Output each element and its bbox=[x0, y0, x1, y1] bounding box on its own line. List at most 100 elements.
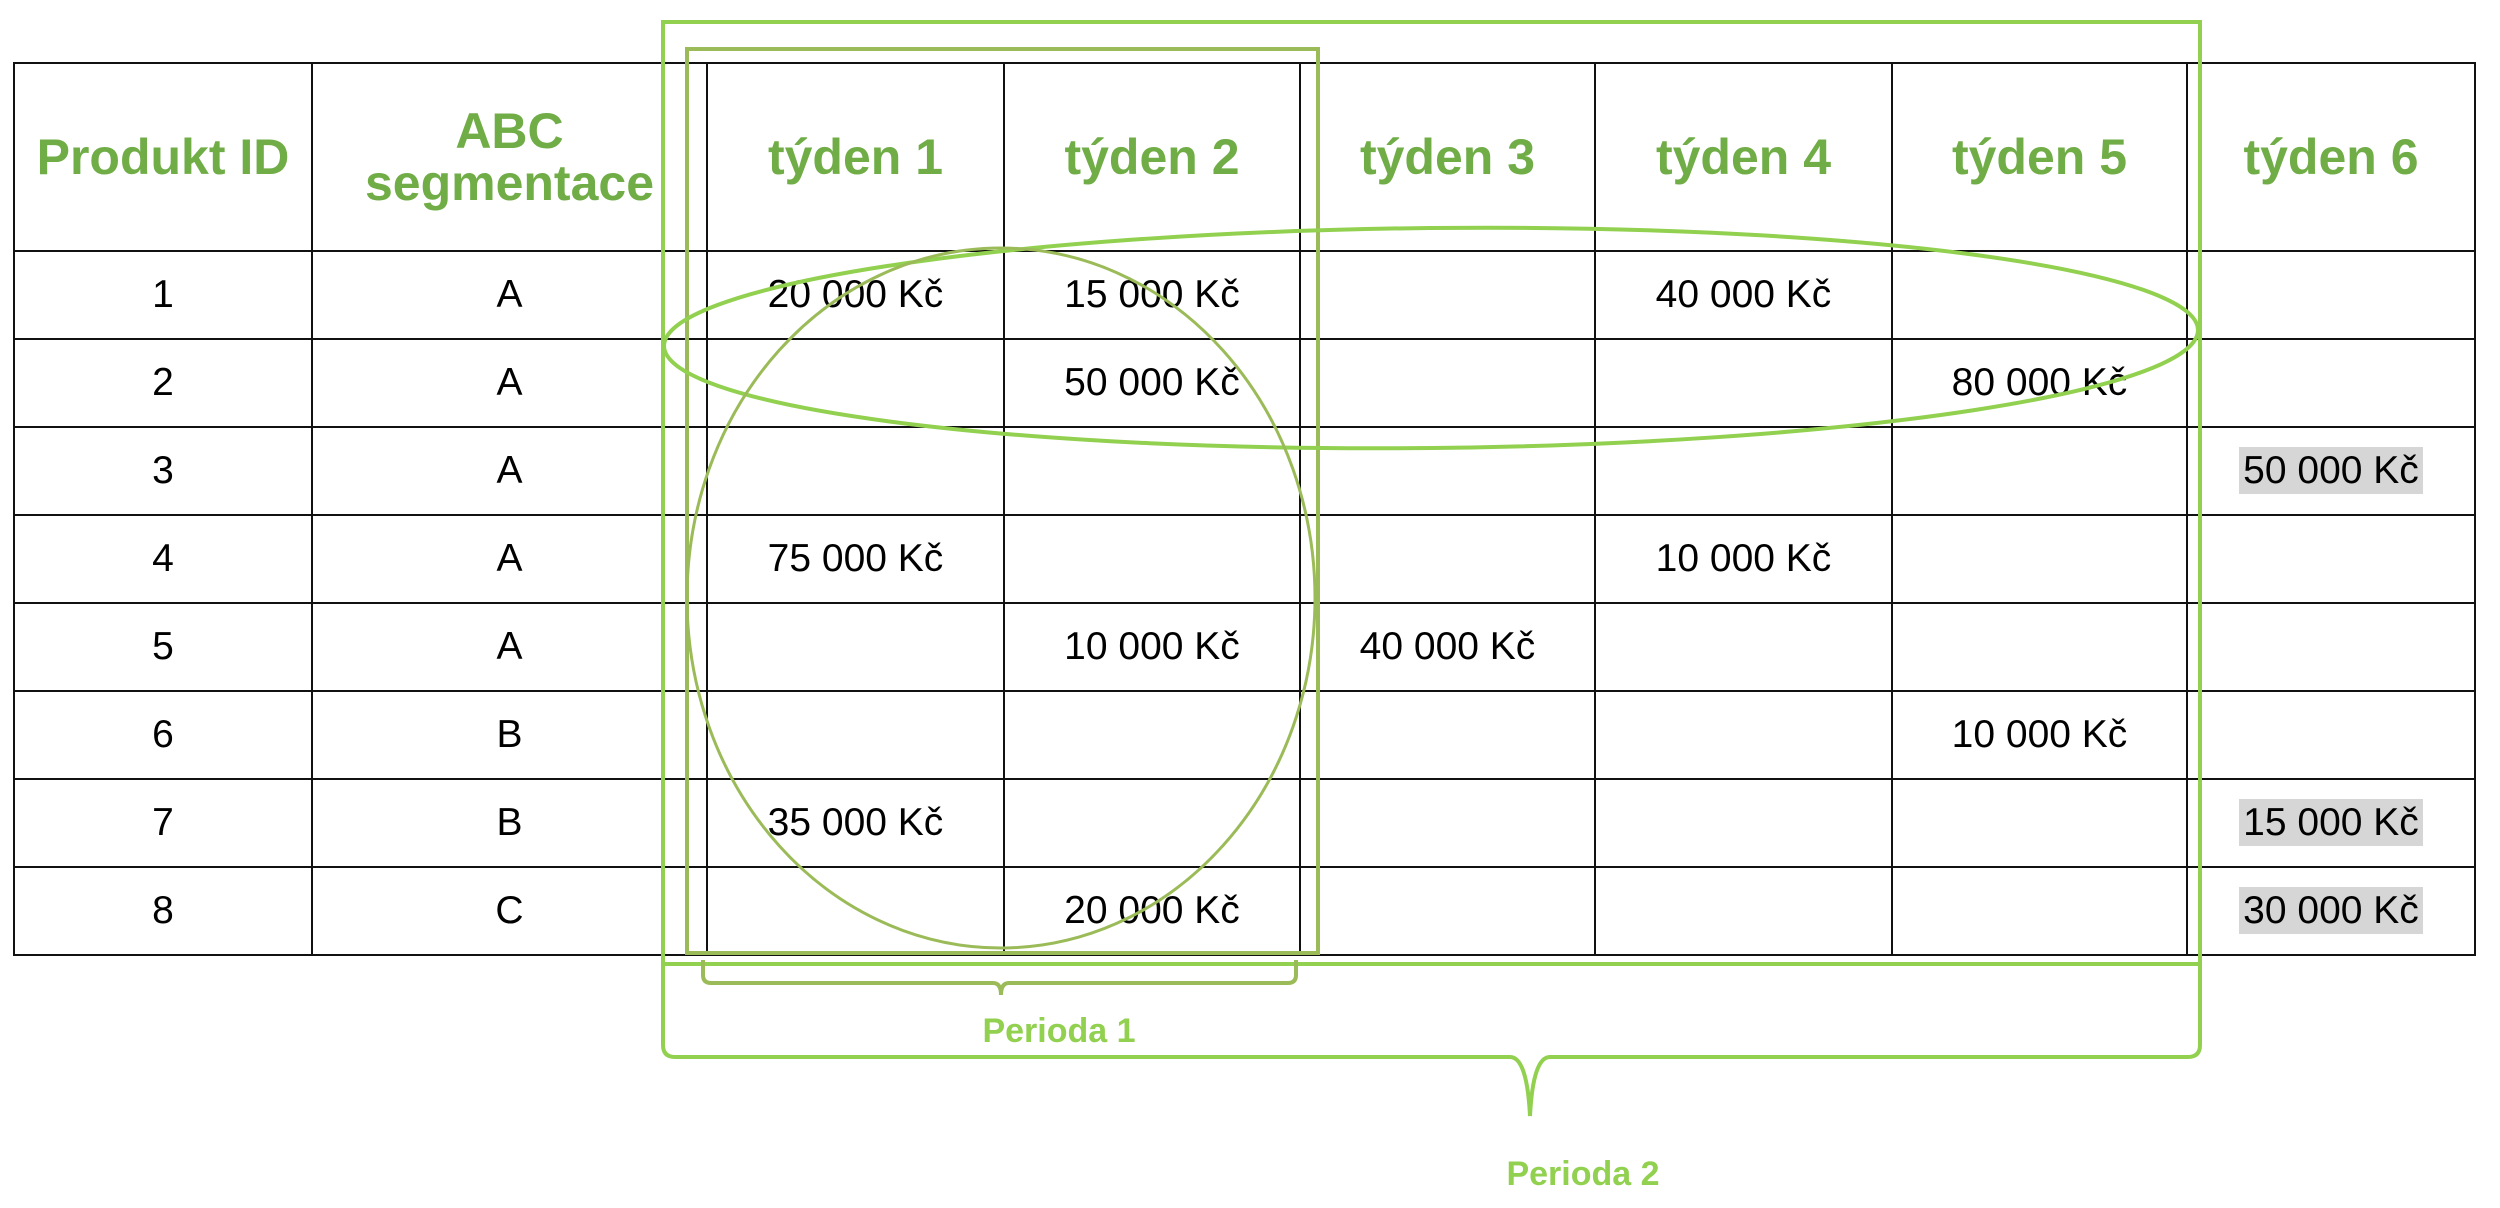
week-cell bbox=[1299, 250, 1596, 340]
week-cell bbox=[1299, 778, 1596, 868]
week-cell: 35 000 Kč bbox=[706, 778, 1005, 868]
sales-table: Produkt ID ABC segmentace týden 1 týden 2 tý… bbox=[13, 62, 2476, 956]
week-cell: 80 000 Kč bbox=[1891, 338, 2188, 428]
amount-value: 75 000 Kč bbox=[767, 537, 944, 580]
amount-value: 15 000 Kč bbox=[1064, 273, 1240, 316]
product-id-cell: 3 bbox=[13, 426, 313, 516]
week-cell bbox=[1891, 426, 2188, 516]
week-cell bbox=[1003, 690, 1301, 780]
week-cell bbox=[1594, 690, 1893, 780]
table-row: 3 A 50 000 Kč bbox=[13, 426, 2476, 516]
amount-value: 40 000 Kč bbox=[1359, 625, 1536, 668]
header-row: Produkt ID ABC segmentace týden 1 týden 2 tý… bbox=[13, 62, 2476, 252]
week-cell: 40 000 Kč bbox=[1594, 250, 1893, 340]
column-header: týden 5 bbox=[1891, 62, 2188, 252]
week-cell bbox=[1594, 338, 1893, 428]
week-cell bbox=[2186, 514, 2476, 604]
week-cell: 50 000 Kč bbox=[2186, 426, 2476, 516]
column-header: týden 1 bbox=[706, 62, 1005, 252]
amount-value: 20 000 Kč bbox=[1064, 889, 1240, 932]
period-1-label: Perioda 1 bbox=[982, 1012, 1136, 1050]
column-header: ABC segmentace bbox=[311, 62, 708, 252]
amount-value: 80 000 Kč bbox=[1951, 361, 2128, 404]
table-row: 4 A 75 000 Kč 10 000 Kč bbox=[13, 514, 2476, 604]
period-1-bracket bbox=[701, 960, 1298, 996]
week-cell bbox=[1594, 866, 1893, 956]
week-cell bbox=[2186, 338, 2476, 428]
week-cell: 50 000 Kč bbox=[1003, 338, 1301, 428]
product-id-cell: 6 bbox=[13, 690, 313, 780]
week-cell bbox=[2186, 690, 2476, 780]
week-cell bbox=[1891, 514, 2188, 604]
week-cell bbox=[1594, 778, 1893, 868]
segment-cell: B bbox=[311, 690, 708, 780]
segment-cell: B bbox=[311, 778, 708, 868]
amount-value: 50 000 Kč bbox=[1064, 361, 1240, 404]
amount-value: 15 000 Kč bbox=[2239, 799, 2423, 846]
column-header: Produkt ID bbox=[13, 62, 313, 252]
week-cell: 10 000 Kč bbox=[1003, 602, 1301, 692]
column-header: týden 2 bbox=[1003, 62, 1301, 252]
week-cell bbox=[1891, 602, 2188, 692]
segment-cell: A bbox=[311, 250, 708, 340]
amount-value: 40 000 Kč bbox=[1655, 273, 1832, 316]
week-cell bbox=[2186, 250, 2476, 340]
week-cell: 20 000 Kč bbox=[1003, 866, 1301, 956]
week-cell: 20 000 Kč bbox=[706, 250, 1005, 340]
week-cell bbox=[1594, 602, 1893, 692]
product-id-cell: 4 bbox=[13, 514, 313, 604]
week-cell: 75 000 Kč bbox=[706, 514, 1005, 604]
week-cell bbox=[1299, 690, 1596, 780]
week-cell bbox=[706, 690, 1005, 780]
week-cell bbox=[1003, 426, 1301, 516]
week-cell bbox=[1299, 426, 1596, 516]
amount-value: 10 000 Kč bbox=[1951, 713, 2128, 756]
amount-value: 20 000 Kč bbox=[767, 273, 944, 316]
week-cell: 15 000 Kč bbox=[1003, 250, 1301, 340]
table-row: 2 A 50 000 Kč 80 000 Kč bbox=[13, 338, 2476, 428]
week-cell bbox=[706, 426, 1005, 516]
table-row: 6 B 10 000 Kč bbox=[13, 690, 2476, 780]
week-cell bbox=[1299, 338, 1596, 428]
period-2-bracket bbox=[661, 964, 2202, 1117]
week-cell bbox=[706, 338, 1005, 428]
amount-value: 30 000 Kč bbox=[2239, 887, 2423, 934]
segment-cell: A bbox=[311, 514, 708, 604]
period-2-label: Perioda 2 bbox=[1506, 1155, 1660, 1193]
product-id-cell: 1 bbox=[13, 250, 313, 340]
week-cell bbox=[706, 866, 1005, 956]
week-cell bbox=[706, 602, 1005, 692]
amount-value: 10 000 Kč bbox=[1064, 625, 1240, 668]
week-cell bbox=[1891, 250, 2188, 340]
product-id-cell: 2 bbox=[13, 338, 313, 428]
table-row: 8 C 20 000 Kč 30 000 Kč bbox=[13, 866, 2476, 956]
week-cell: 30 000 Kč bbox=[2186, 866, 2476, 956]
week-cell bbox=[1003, 514, 1301, 604]
segment-cell: A bbox=[311, 426, 708, 516]
week-cell bbox=[1003, 778, 1301, 868]
week-cell bbox=[1594, 426, 1893, 516]
amount-value: 50 000 Kč bbox=[2239, 447, 2423, 494]
segment-cell: A bbox=[311, 602, 708, 692]
week-cell bbox=[2186, 602, 2476, 692]
week-cell bbox=[1891, 778, 2188, 868]
product-id-cell: 7 bbox=[13, 778, 313, 868]
week-cell: 10 000 Kč bbox=[1891, 690, 2188, 780]
week-cell bbox=[1299, 514, 1596, 604]
column-header: týden 3 bbox=[1299, 62, 1596, 252]
week-cell: 15 000 Kč bbox=[2186, 778, 2476, 868]
column-header: týden 4 bbox=[1594, 62, 1893, 252]
week-cell bbox=[1299, 866, 1596, 956]
amount-value: 35 000 Kč bbox=[767, 801, 944, 844]
week-cell: 10 000 Kč bbox=[1594, 514, 1893, 604]
product-id-cell: 8 bbox=[13, 866, 313, 956]
week-cell: 40 000 Kč bbox=[1299, 602, 1596, 692]
table-row: 7 B 35 000 Kč 15 000 Kč bbox=[13, 778, 2476, 868]
segment-cell: A bbox=[311, 338, 708, 428]
table-row: 5 A 10 000 Kč 40 000 Kč bbox=[13, 602, 2476, 692]
product-id-cell: 5 bbox=[13, 602, 313, 692]
amount-value: 10 000 Kč bbox=[1655, 537, 1832, 580]
segment-cell: C bbox=[311, 866, 708, 956]
week-cell bbox=[1891, 866, 2188, 956]
table-row: 1 A 20 000 Kč 15 000 Kč 40 000 Kč bbox=[13, 250, 2476, 340]
